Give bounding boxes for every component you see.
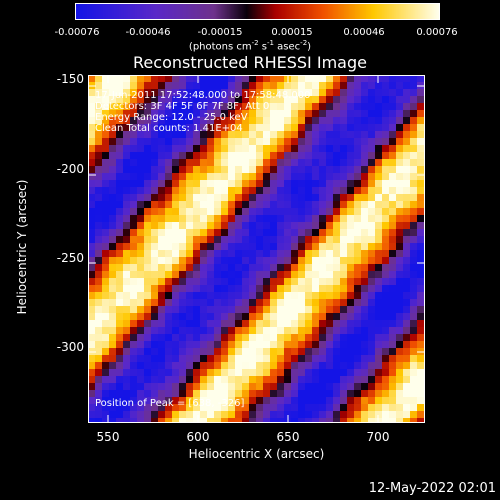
colorbar-tick-label: -0.00076: [54, 27, 100, 38]
x-tick-label: 600: [186, 430, 210, 444]
info-detectors: Detectors: 3F 4F 5F 6F 7F 8F, Att 0: [95, 101, 270, 112]
x-tick-label: 700: [366, 430, 390, 444]
colorbar-tick-label: 0.00076: [416, 27, 458, 38]
info-peak-position: Position of Peak = [638, -326]: [95, 398, 245, 409]
heatmap-plot: [88, 75, 425, 423]
x-axis-label: Heliocentric X (arcsec): [188, 447, 325, 461]
info-total-counts: Clean Total counts: 1.41E+04: [95, 123, 243, 134]
x-tick-label: 550: [96, 430, 120, 444]
colorbar-tick-label: -0.00015: [197, 27, 243, 38]
colorbar: [75, 3, 440, 20]
x-tick-label: 650: [276, 430, 300, 444]
info-energy-range: Energy Range: 12.0 - 25.0 keV: [95, 112, 248, 123]
colorbar-tick-label: 0.00046: [343, 27, 385, 38]
colorbar-tick-label: 0.00015: [271, 27, 313, 38]
heatmap-image: [88, 75, 425, 423]
y-tick-label: -250: [56, 251, 84, 265]
colorbar-units: (photons cm-2 s-1 asec-2): [188, 39, 312, 53]
plot-title: Reconstructed RHESSI Image: [133, 53, 367, 72]
footer-timestamp: 12-May-2022 02:01: [368, 481, 496, 496]
info-time-range: 17-Jun-2011 17:52:48.000 to 17:58:48.000: [95, 90, 311, 101]
y-axis-label: Heliocentric Y (arcsec): [15, 179, 29, 315]
y-tick-label: -300: [56, 340, 84, 354]
y-tick-label: -150: [56, 72, 84, 86]
colorbar-tick-label: -0.00046: [125, 27, 171, 38]
y-tick-label: -200: [56, 162, 84, 176]
